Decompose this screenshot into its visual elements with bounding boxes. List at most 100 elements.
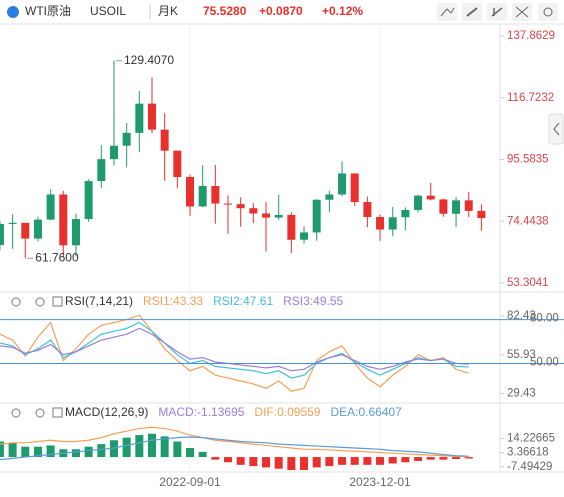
eye-icon[interactable] (11, 297, 21, 307)
candle-body (59, 194, 68, 246)
candle-body (211, 186, 220, 204)
macd-bar (173, 441, 182, 458)
rsi-header: RSI(7,14,21) (11, 294, 133, 308)
macd-bar (338, 457, 347, 465)
y-tick-label: 82.43 (507, 310, 536, 322)
macd-bar (211, 457, 220, 460)
candle-body (274, 214, 283, 218)
candle-body (236, 204, 245, 209)
candle-body (186, 176, 194, 207)
tool-icon (543, 7, 553, 17)
series-line (0, 314, 469, 392)
gear-icon[interactable] (35, 408, 45, 418)
x-tick-label: 2023-12-01 (349, 475, 411, 489)
candle-body (325, 194, 334, 200)
candle-body (173, 150, 182, 177)
macd-bar (401, 457, 410, 463)
macd-bar (325, 457, 334, 467)
macd-bar (262, 457, 271, 468)
candle-body (388, 217, 397, 230)
gear-icon[interactable] (35, 297, 45, 307)
macd-bar (350, 457, 359, 465)
code: USOIL (90, 4, 126, 18)
candle-body (147, 103, 156, 130)
tool-icon (491, 7, 503, 17)
candle-body (21, 222, 30, 239)
y-tick-label: 14.22665 (507, 433, 555, 445)
legend-entry: RSI2:47.61 (213, 294, 273, 308)
candle-body (122, 132, 131, 146)
legend-entry: DIF:0.09559 (254, 405, 320, 419)
candle-body (300, 232, 309, 240)
y-tick-label: 116.7232 (507, 92, 554, 104)
reference-label: 80.00 (530, 313, 559, 325)
macd-bar (274, 457, 283, 469)
macd-bar (186, 448, 194, 458)
macd-bar (249, 457, 258, 467)
macd-bar (97, 444, 106, 458)
candle-body (426, 195, 435, 200)
macd-bar (122, 437, 131, 458)
tool-icon (466, 7, 478, 17)
collapse-button[interactable] (548, 113, 564, 145)
settings-button[interactable] (538, 3, 558, 21)
macd-bar (109, 440, 118, 458)
candle-body (71, 219, 80, 246)
tool-icon (440, 7, 455, 17)
candle-body (33, 219, 42, 239)
macd-bar (71, 449, 80, 458)
y-tick-label: 29.43 (507, 388, 536, 400)
macd-bar (198, 451, 207, 458)
macd-bar (439, 457, 448, 460)
candle-body (135, 103, 144, 133)
legend-entry: RSI3:49.55 (283, 294, 343, 308)
macd-bar (236, 457, 245, 465)
candle-body (0, 223, 4, 246)
change-pct: +0.12% (322, 4, 363, 18)
candle-body (46, 194, 55, 220)
series-line (0, 426, 469, 458)
y-tick-label: 53.3041 (507, 277, 549, 289)
y-tick-label: 137.8629 (507, 30, 555, 42)
eye-icon[interactable] (11, 408, 21, 418)
candle-body (160, 129, 169, 151)
candle-body (312, 199, 321, 233)
indicator-title: RSI(7,14,21) (65, 294, 133, 308)
symbol: WTI原油 (25, 4, 71, 18)
candle-body (338, 173, 347, 195)
macd-bar (46, 445, 55, 458)
series-line (0, 321, 469, 379)
macd-bar (84, 446, 93, 458)
macd-bar (135, 435, 144, 458)
candle-body (287, 214, 296, 240)
candle-body (401, 209, 410, 218)
macd-bar (8, 442, 17, 458)
price: 75.5280 (203, 4, 247, 18)
candle-body (249, 208, 258, 214)
tool-button[interactable] (437, 3, 457, 21)
macd-bar (426, 457, 435, 460)
candle-body (464, 200, 473, 211)
series-line (0, 436, 469, 461)
macd-bar (363, 457, 372, 465)
candle-body (97, 159, 106, 182)
candle-body (109, 145, 118, 160)
change: +0.0870 (259, 4, 303, 18)
candle-body (84, 181, 93, 220)
candle-body (198, 186, 207, 207)
period[interactable]: 月K (158, 4, 178, 18)
macd-bar (147, 433, 156, 458)
y-tick-label: -7.49429 (507, 461, 552, 473)
macd-bar (414, 457, 423, 461)
box-icon[interactable] (52, 407, 63, 418)
candle-body (376, 216, 385, 230)
legend-entry: DEA:0.66407 (330, 405, 402, 419)
box-icon[interactable] (52, 296, 63, 307)
candle-body (414, 195, 423, 210)
legend-entry: MACD:-1.13695 (158, 405, 244, 419)
macd-header: MACD(12,26,9) (11, 405, 148, 419)
high-label: 129.4070 (124, 53, 174, 67)
macd-bar (300, 457, 309, 470)
macd-bar (0, 441, 4, 458)
collapse-icon (553, 122, 560, 136)
